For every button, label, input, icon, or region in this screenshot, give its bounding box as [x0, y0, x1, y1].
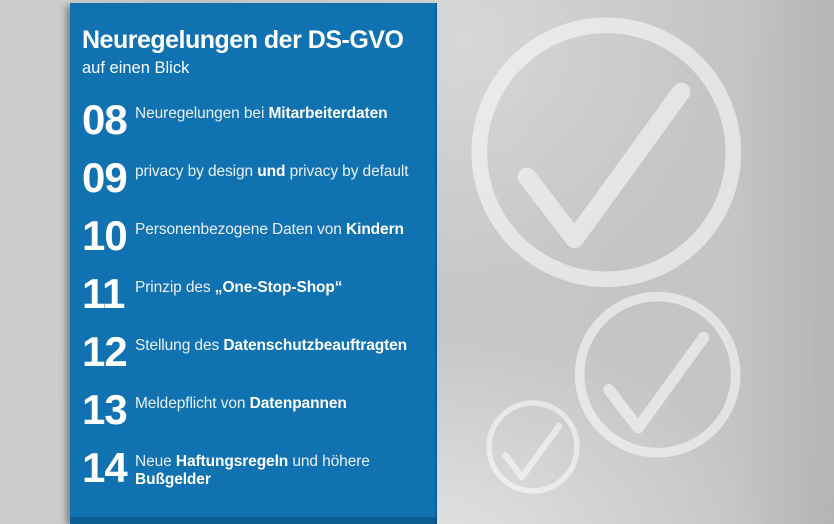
checkmark-icon — [483, 397, 583, 497]
list-item: 11 Prinzip des „One-Stop-Shop“ — [82, 272, 423, 330]
item-number: 11 — [82, 270, 125, 317]
item-text-regular: Personenbezogene Daten von — [135, 221, 347, 238]
checkmark-icon — [569, 286, 746, 463]
item-number: 13 — [82, 386, 128, 433]
item-number: 12 — [82, 328, 128, 375]
blue-panel: Neuregelungen der DS-GVO auf einen Blick… — [70, 3, 437, 524]
item-text: Neuregelungen bei Mitarbeiterdaten — [135, 98, 423, 123]
item-text-bold: Datenpannen — [249, 395, 347, 412]
item-text-bold: Bußgelder — [135, 470, 211, 488]
item-text-bold: Mitarbeiterdaten — [268, 105, 388, 122]
list-item: 10 Personenbezogene Daten von Kindern — [82, 214, 423, 272]
page-title: Neuregelungen der DS-GVO — [82, 26, 404, 54]
list-item: 12 Stellung des Datenschutzbeauftragten — [82, 330, 423, 388]
item-text: privacy by design und privacy by default — [135, 156, 423, 181]
item-text-regular: Neue — [135, 453, 176, 470]
list-item: 09 privacy by design und privacy by defau… — [82, 156, 423, 214]
item-number: 08 — [82, 96, 128, 143]
page-subtitle: auf einen Blick — [82, 59, 190, 77]
item-text-bold: „One-Stop-Shop“ — [214, 279, 343, 296]
item-number: 14 — [82, 444, 128, 491]
item-text-regular: Stellung des — [135, 337, 224, 354]
item-text-regular: Neuregelungen bei — [135, 105, 269, 122]
item-text: Meldepflicht von Datenpannen — [135, 388, 423, 413]
item-text: Neue Haftungsregeln und höhere Bußgelder — [135, 446, 423, 488]
list-item: 13 Meldepflicht von Datenpannen — [82, 388, 423, 446]
item-text-bold: Datenschutzbeauftragten — [223, 337, 408, 354]
item-text-bold: Kindern — [346, 221, 404, 238]
item-text-bold: und — [257, 163, 286, 180]
item-text-regular: Meldepflicht von — [135, 395, 250, 412]
item-number: 09 — [82, 154, 128, 201]
checkmark-icon — [462, 8, 751, 297]
item-text-regular: privacy by design — [135, 163, 258, 180]
item-text: Personenbezogene Daten von Kindern — [135, 214, 423, 239]
item-text-bold: Haftungsregeln — [175, 453, 289, 470]
item-text: Prinzip des „One-Stop-Shop“ — [135, 272, 423, 297]
item-text: Stellung des Datenschutzbeauftragten — [135, 330, 423, 355]
item-text-regular: Prinzip des — [135, 279, 215, 296]
item-list: 08 Neuregelungen bei Mitarbeiterdaten 09 pr… — [82, 98, 423, 504]
item-number: 10 — [82, 212, 128, 259]
list-item: 08 Neuregelungen bei Mitarbeiterdaten — [82, 98, 423, 156]
list-item: 14 Neue Haftungsregeln und höhere Bußgelde… — [82, 446, 423, 504]
item-text-regular: und höhere — [288, 453, 370, 470]
item-text-regular: privacy by default — [285, 163, 409, 180]
